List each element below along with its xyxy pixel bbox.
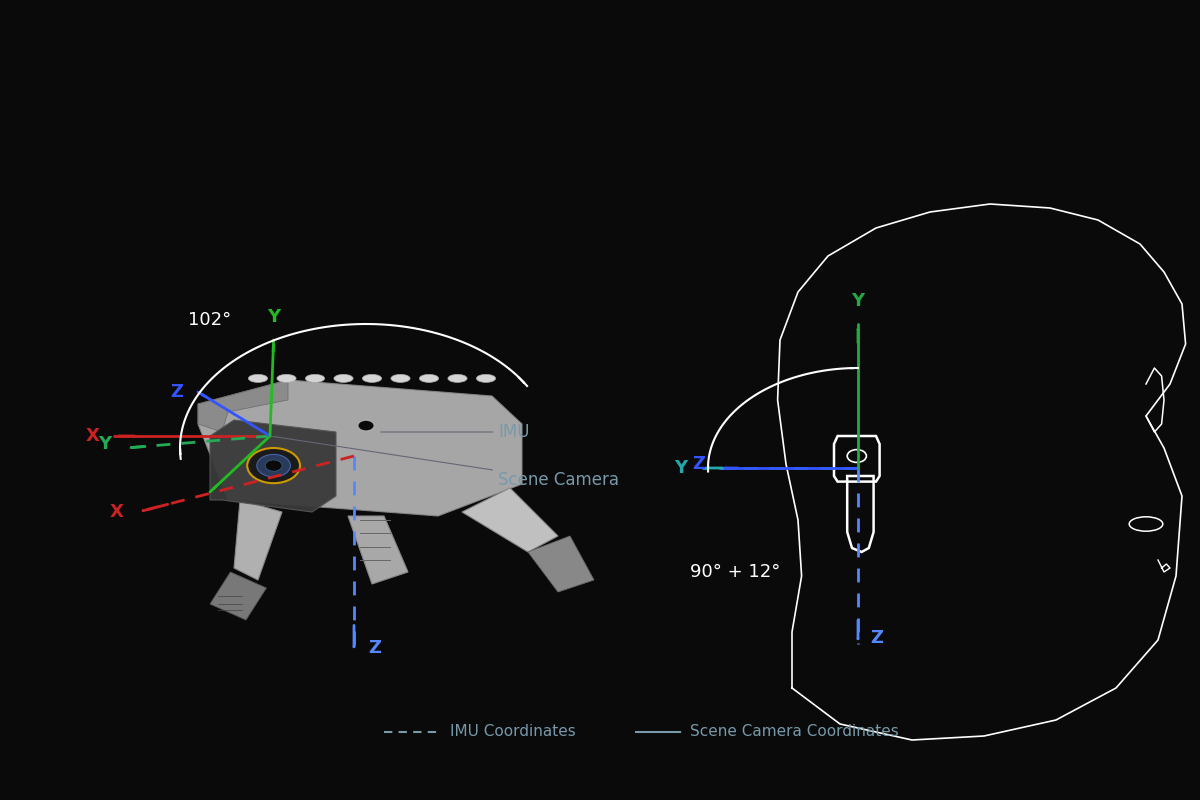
Text: Y: Y — [98, 435, 112, 453]
Text: IMU: IMU — [380, 423, 529, 441]
Polygon shape — [210, 572, 266, 620]
Ellipse shape — [277, 374, 296, 382]
Ellipse shape — [391, 374, 410, 382]
Polygon shape — [198, 380, 522, 516]
Text: Z: Z — [870, 629, 883, 646]
Text: X: X — [85, 427, 100, 445]
Polygon shape — [528, 536, 594, 592]
Ellipse shape — [334, 374, 353, 382]
Text: X: X — [109, 503, 124, 521]
Polygon shape — [198, 380, 288, 432]
Text: Z: Z — [692, 455, 706, 473]
Text: 90° + 12°: 90° + 12° — [690, 563, 780, 581]
Polygon shape — [462, 488, 558, 552]
Text: IMU Coordinates: IMU Coordinates — [450, 725, 576, 739]
Circle shape — [265, 460, 282, 471]
Circle shape — [247, 448, 300, 483]
Ellipse shape — [448, 374, 467, 382]
Text: Y: Y — [268, 309, 280, 326]
Ellipse shape — [305, 374, 324, 382]
Text: Y: Y — [852, 292, 864, 310]
Polygon shape — [348, 516, 408, 584]
Polygon shape — [210, 420, 336, 512]
Ellipse shape — [420, 374, 439, 382]
Text: Z: Z — [368, 639, 382, 657]
Text: Scene Camera: Scene Camera — [272, 437, 619, 489]
Circle shape — [358, 420, 374, 431]
Text: Y: Y — [674, 459, 688, 477]
Polygon shape — [234, 500, 282, 580]
Ellipse shape — [476, 374, 496, 382]
Text: Z: Z — [170, 383, 184, 401]
Circle shape — [257, 454, 290, 477]
Ellipse shape — [362, 374, 382, 382]
Text: Scene Camera Coordinates: Scene Camera Coordinates — [690, 725, 899, 739]
Text: 102°: 102° — [188, 311, 232, 329]
Ellipse shape — [248, 374, 268, 382]
